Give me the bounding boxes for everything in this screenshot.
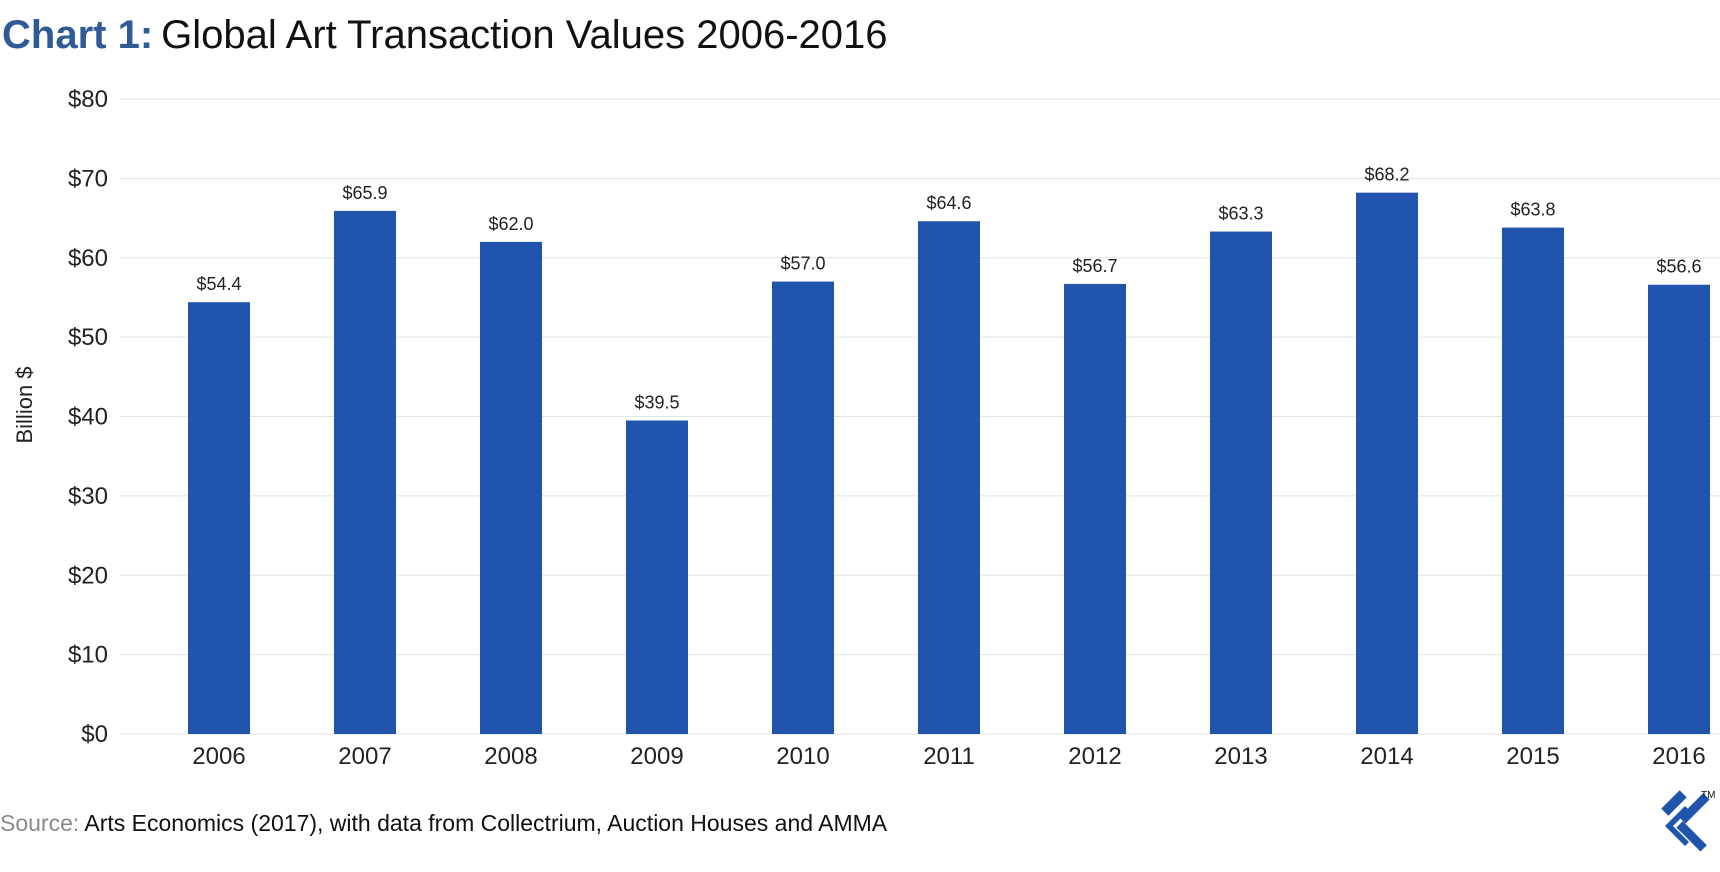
y-tick-label: $80 <box>68 86 108 113</box>
x-axis-ticks: 2006 2007 2008 2009 2010 2011 2012 2013 2014 2015… <box>192 743 1705 770</box>
bar-value-label: $54.4 <box>196 274 241 294</box>
bar-2016 <box>1648 284 1710 734</box>
bar-value-label: $62.0 <box>488 214 533 234</box>
bar-value-label: $39.5 <box>634 392 679 412</box>
y-tick-label: $40 <box>68 404 108 431</box>
x-tick-label: 2011 <box>923 743 975 770</box>
toptal-logo-icon: TM <box>1661 790 1715 852</box>
x-tick-label: 2014 <box>1360 743 1413 770</box>
source-note: Source: Arts Economics (2017), with data… <box>0 808 887 838</box>
x-tick-label: 2016 <box>1652 743 1705 770</box>
bar-value-label: $56.7 <box>1072 256 1117 276</box>
bar-value-label: $65.9 <box>342 183 387 203</box>
x-tick-label: 2010 <box>776 743 829 770</box>
bar-value-label: $64.6 <box>926 193 971 213</box>
y-axis-ticks: $0 $10 $20 $30 $40 $50 $60 $70 $80 <box>68 86 108 748</box>
y-tick-label: $0 <box>81 721 108 748</box>
bar-value-label: $56.6 <box>1656 257 1701 277</box>
bar-2012 <box>1064 283 1126 734</box>
source-text: Arts Economics (2017), with data from Co… <box>79 810 888 836</box>
trademark-mark: TM <box>1701 790 1715 801</box>
y-tick-label: $10 <box>68 642 108 669</box>
y-tick-label: $70 <box>68 165 108 192</box>
bar-2007 <box>334 210 396 734</box>
bar-value-label: $68.2 <box>1364 165 1409 185</box>
y-tick-label: $20 <box>68 562 108 589</box>
source-prefix: Source: <box>0 810 80 836</box>
y-tick-label: $30 <box>68 483 108 510</box>
y-axis-label: Billion $ <box>12 366 37 443</box>
bar-2009 <box>626 420 688 734</box>
bar-value-labels: $54.4 $65.9 $62.0 $39.5 $57.0 $64.6 $56.7 $63.3… <box>196 165 1701 413</box>
bar-2015 <box>1502 227 1564 734</box>
y-tick-label: $60 <box>68 245 108 272</box>
bar-2013 <box>1210 231 1272 734</box>
x-tick-label: 2008 <box>484 743 537 770</box>
chart-title-main: Global Art Transaction Values 2006-2016 <box>161 13 888 57</box>
bar-2010 <box>772 281 834 734</box>
y-tick-label: $50 <box>68 324 108 351</box>
bar-2014 <box>1356 192 1418 735</box>
x-tick-label: 2013 <box>1214 743 1267 770</box>
bars <box>188 192 1710 735</box>
x-tick-label: 2015 <box>1506 743 1559 770</box>
x-tick-label: 2009 <box>630 743 683 770</box>
bar-value-label: $63.8 <box>1510 200 1555 220</box>
bar-value-label: $63.3 <box>1218 204 1263 224</box>
bar-value-label: $57.0 <box>780 254 825 274</box>
x-tick-label: 2006 <box>192 743 245 770</box>
x-tick-label: 2012 <box>1068 743 1121 770</box>
chart-title: Chart 1: Global Art Transaction Values 20… <box>2 10 888 60</box>
bar-chart: $0 $10 $20 $30 $40 $50 $60 $70 $80 $54.4 $65.9 $62… <box>12 86 1720 770</box>
x-tick-label: 2007 <box>338 743 391 770</box>
bar-2011 <box>918 221 980 735</box>
bar-2008 <box>480 241 542 734</box>
bar-2006 <box>188 302 250 734</box>
chart-title-prefix: Chart 1: <box>2 13 154 57</box>
